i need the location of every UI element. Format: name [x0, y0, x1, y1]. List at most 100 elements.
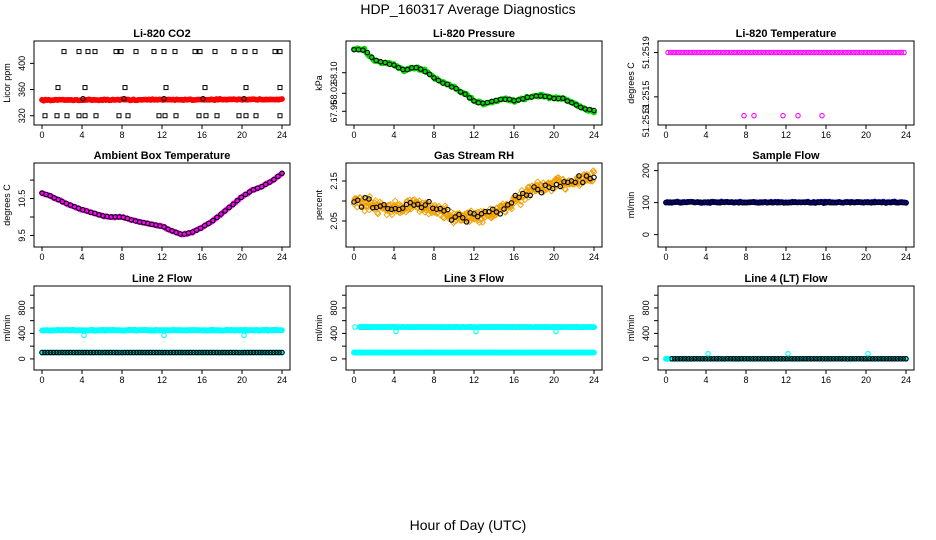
- data-point: [890, 49, 897, 56]
- data-point: [569, 99, 575, 106]
- x-tick-label: 16: [821, 130, 831, 140]
- data-point: [543, 185, 550, 193]
- data-point: [763, 356, 770, 362]
- data-point: [712, 49, 719, 56]
- x-tick-label: 20: [861, 375, 871, 385]
- data-point: [93, 113, 99, 119]
- data-point: [856, 49, 862, 56]
- x-tick-label: 8: [119, 375, 124, 385]
- data-point: [407, 199, 413, 206]
- data-point: [837, 49, 844, 56]
- x-tick-label: 24: [277, 130, 287, 140]
- data-point: [73, 349, 80, 356]
- data-point: [404, 66, 411, 73]
- data-point: [62, 349, 68, 356]
- x-tick-label: 0: [39, 252, 44, 262]
- data-point: [253, 113, 259, 119]
- y-tick-label: 0: [641, 356, 651, 361]
- data-point: [711, 199, 718, 205]
- data-point: [877, 49, 883, 56]
- data-point: [239, 349, 245, 356]
- data-point: [833, 356, 840, 362]
- y-tick-label: 200: [641, 163, 651, 178]
- data-point: [47, 349, 54, 356]
- data-point: [56, 349, 62, 356]
- data-point: [214, 113, 220, 119]
- y-axis-label: ml/min: [314, 315, 324, 342]
- data-point: [858, 49, 865, 56]
- data-point: [413, 64, 419, 71]
- data-point: [889, 355, 895, 362]
- data-point: [844, 199, 850, 206]
- y-tick-label: 100: [641, 195, 651, 210]
- data-point: [272, 49, 278, 55]
- data-point: [855, 355, 862, 362]
- data-point: [222, 208, 228, 214]
- data-point: [113, 49, 119, 55]
- x-tick-label: 4: [79, 252, 84, 262]
- data-point: [156, 113, 162, 119]
- data-point: [741, 356, 748, 362]
- data-point: [780, 112, 786, 119]
- data-point: [742, 49, 748, 56]
- data-point: [577, 104, 584, 111]
- data-point: [847, 356, 854, 362]
- data-point: [110, 349, 117, 356]
- data-point: [199, 349, 205, 356]
- data-point: [736, 200, 742, 206]
- data-point: [243, 113, 249, 119]
- data-point: [868, 200, 874, 206]
- data-point: [279, 349, 285, 356]
- data-point: [761, 356, 767, 362]
- data-point: [279, 170, 285, 177]
- data-point: [795, 49, 801, 56]
- data-point: [164, 349, 171, 356]
- data-point: [734, 49, 740, 56]
- data-point: [747, 356, 753, 362]
- data-point: [64, 113, 70, 119]
- data-point: [579, 179, 586, 186]
- data-point: [665, 49, 671, 56]
- data-point: [104, 349, 111, 356]
- data-point: [87, 349, 94, 356]
- panel-title: Ambient Box Temperature: [94, 150, 231, 162]
- data-point: [482, 208, 488, 215]
- data-point: [508, 205, 516, 213]
- data-marks: [351, 323, 597, 356]
- data-point: [776, 49, 783, 56]
- data-point: [710, 49, 716, 56]
- data-point: [675, 49, 682, 56]
- x-tick-label: 0: [663, 252, 668, 262]
- data-point: [686, 49, 692, 56]
- data-point: [708, 199, 714, 206]
- data-point: [508, 200, 515, 206]
- data-point: [591, 324, 597, 331]
- data-point: [435, 77, 442, 84]
- data-point: [736, 49, 743, 56]
- data-point: [781, 200, 788, 206]
- data-point: [798, 199, 805, 205]
- data-point: [203, 113, 209, 119]
- data-point: [755, 49, 761, 56]
- data-point: [76, 49, 82, 55]
- data-point: [147, 349, 154, 356]
- data-point: [834, 49, 841, 56]
- x-tick-label: 12: [469, 375, 479, 385]
- data-point: [821, 49, 828, 56]
- data-point: [673, 49, 679, 56]
- y-tick-label: 800: [329, 300, 339, 315]
- data-point: [127, 349, 134, 356]
- data-point: [130, 349, 137, 356]
- data-point: [819, 199, 826, 206]
- y-tick-label: 2.15: [329, 172, 339, 190]
- x-tick-label: 8: [743, 130, 748, 140]
- x-tick-label: 12: [781, 130, 791, 140]
- data-point: [778, 199, 784, 206]
- data-point: [352, 324, 358, 330]
- data-point: [786, 355, 792, 362]
- data-point: [527, 192, 533, 199]
- data-point: [230, 201, 236, 208]
- data-point: [369, 204, 376, 211]
- data-point: [136, 349, 142, 356]
- data-point: [264, 349, 271, 356]
